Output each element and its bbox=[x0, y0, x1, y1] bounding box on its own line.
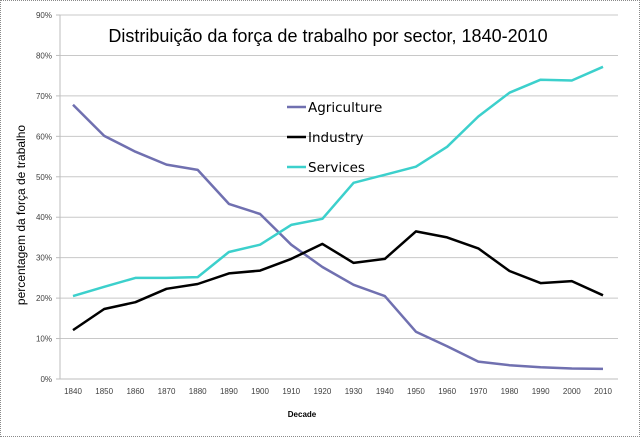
x-tick-label: 1880 bbox=[189, 387, 207, 396]
x-tick-label: 1920 bbox=[314, 387, 332, 396]
series-line-industry bbox=[72, 230, 604, 332]
y-tick-label: 50% bbox=[36, 173, 52, 182]
legend-label-industry: Industry bbox=[308, 130, 364, 146]
x-tick-label: 1870 bbox=[158, 387, 176, 396]
y-axis-label: percentagem da força de trabalho bbox=[14, 125, 28, 305]
y-tick-label: 0% bbox=[40, 375, 52, 384]
x-tick-label: 1950 bbox=[407, 387, 425, 396]
x-tick-label: 1910 bbox=[282, 387, 300, 396]
x-tick-label: 1840 bbox=[64, 387, 82, 396]
y-tick-label: 80% bbox=[36, 51, 52, 60]
legend-item-industry: Industry bbox=[287, 130, 364, 146]
y-tick-label: 70% bbox=[36, 92, 52, 101]
legend-label-agriculture: Agriculture bbox=[308, 100, 382, 116]
x-tick-label: 1970 bbox=[469, 387, 487, 396]
x-tick-label: 1850 bbox=[95, 387, 113, 396]
x-tick-label: 2000 bbox=[563, 387, 581, 396]
x-tick-label: 1990 bbox=[532, 387, 550, 396]
series-line-agriculture bbox=[72, 103, 604, 371]
x-tick-label: 1930 bbox=[345, 387, 363, 396]
legend-item-agriculture: Agriculture bbox=[287, 100, 382, 116]
y-tick-label: 30% bbox=[36, 254, 52, 263]
x-axis-ticks: 1840 1850 1860 1870 1880 1890 1900 1910 1920 1930… bbox=[64, 387, 612, 396]
series-line-services bbox=[72, 65, 604, 298]
x-tick-label: 2010 bbox=[594, 387, 612, 396]
x-tick-label: 1980 bbox=[501, 387, 519, 396]
chart-title: Distribuição da força de trabalho por se… bbox=[108, 26, 547, 46]
y-tick-label: 20% bbox=[36, 294, 52, 303]
legend: Agriculture Industry Services bbox=[287, 100, 382, 176]
series-lines bbox=[72, 65, 604, 371]
legend-label-services: Services bbox=[308, 160, 365, 176]
y-tick-label: 40% bbox=[36, 213, 52, 222]
x-tick-label: 1960 bbox=[438, 387, 456, 396]
y-tick-label: 90% bbox=[36, 11, 52, 20]
legend-item-services: Services bbox=[287, 160, 365, 176]
x-axis-label: Decade bbox=[288, 410, 317, 419]
y-axis-ticks: 0% 10% 20% 30% 40% 50% 60% 70% 80% 90% bbox=[36, 11, 60, 384]
x-tick-label: 1940 bbox=[376, 387, 394, 396]
x-tick-label: 1890 bbox=[220, 387, 238, 396]
gridlines bbox=[60, 14, 618, 340]
x-tick-label: 1860 bbox=[126, 387, 144, 396]
y-tick-label: 10% bbox=[36, 335, 52, 344]
y-tick-label: 60% bbox=[36, 132, 52, 141]
x-tick-label: 1900 bbox=[251, 387, 269, 396]
